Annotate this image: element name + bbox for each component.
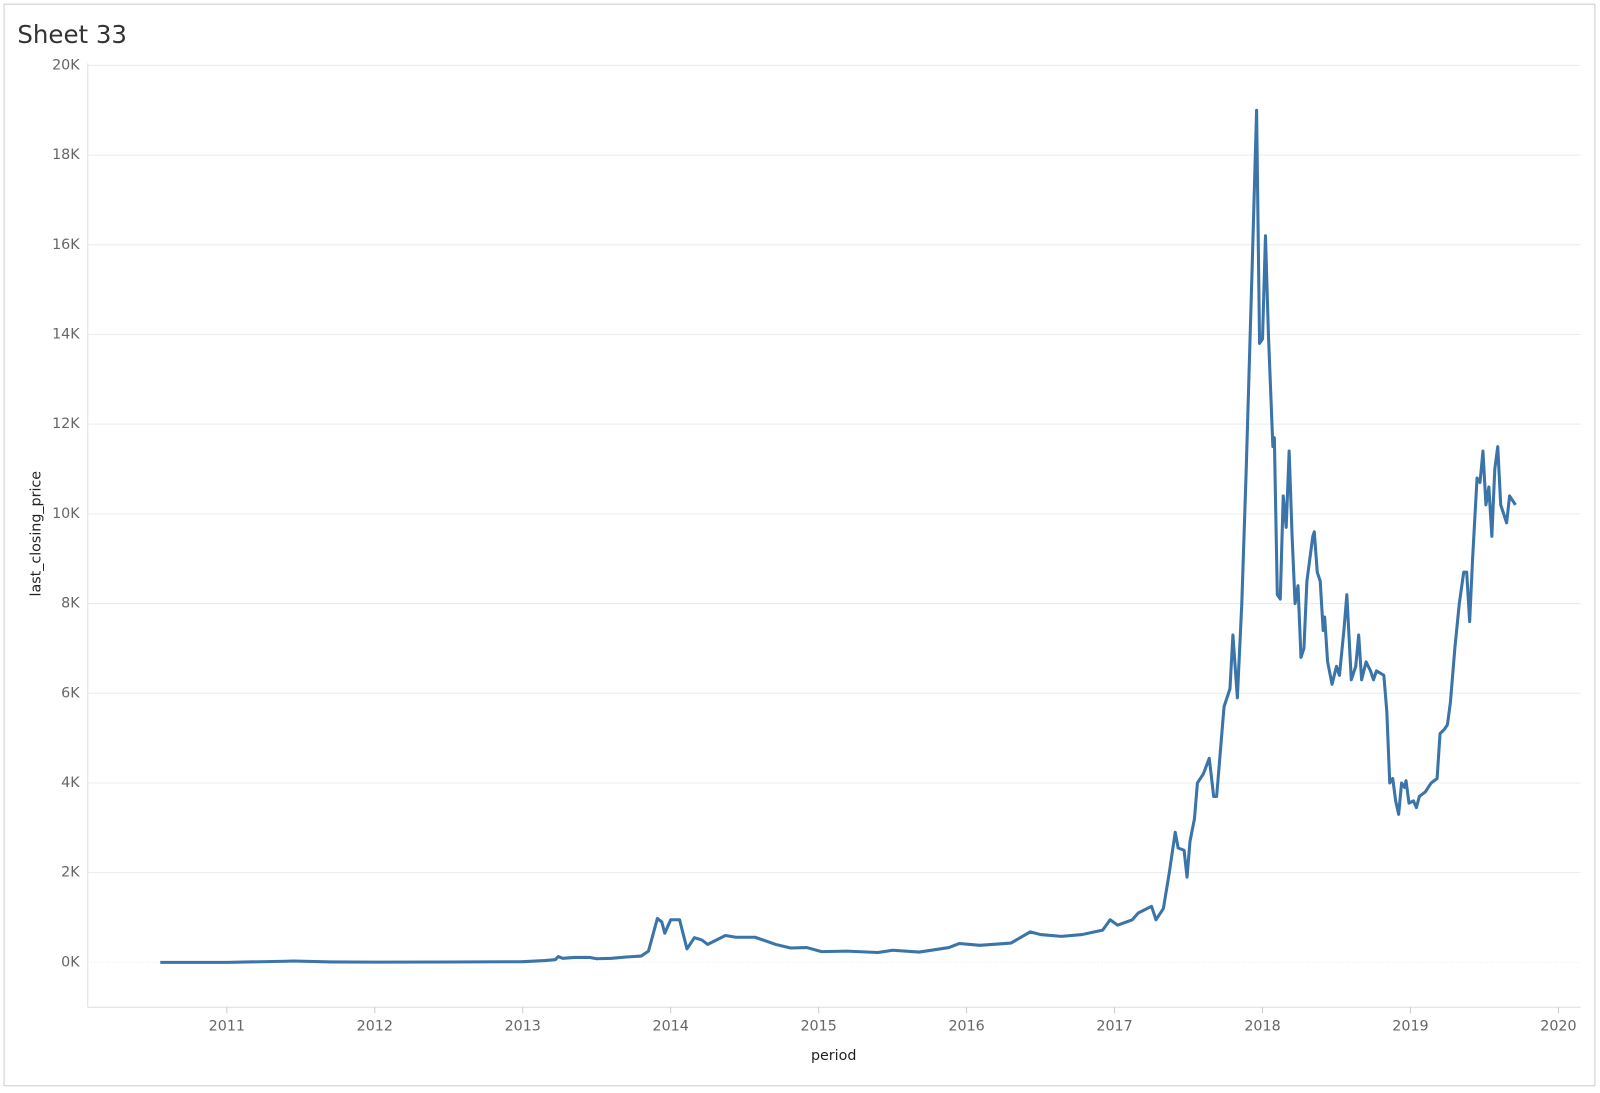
y-tick-label: 20K bbox=[52, 57, 80, 73]
y-tick-label: 2K bbox=[61, 865, 80, 881]
y-tick-label: 8K bbox=[61, 596, 80, 612]
x-tick-label: 2013 bbox=[505, 1019, 541, 1035]
y-tick-label: 0K bbox=[61, 954, 80, 970]
sheet-border bbox=[3, 3, 1596, 1087]
y-tick-label: 4K bbox=[61, 775, 80, 791]
y-axis-title: last_closing_price bbox=[29, 471, 45, 597]
y-tick-label: 14K bbox=[52, 326, 80, 342]
y-tick-label: 12K bbox=[52, 416, 80, 432]
x-tick-label: 2019 bbox=[1392, 1019, 1428, 1035]
price-line bbox=[160, 108, 1517, 964]
y-tick-label: 18K bbox=[52, 147, 80, 163]
x-tick-label: 2018 bbox=[1244, 1019, 1280, 1035]
y-tick-label: 16K bbox=[52, 237, 80, 253]
y-tick-label: 10K bbox=[52, 506, 80, 522]
x-tick-label: 2014 bbox=[653, 1019, 689, 1035]
x-tick-label: 2016 bbox=[948, 1019, 984, 1035]
chart-title: Sheet 33 bbox=[17, 20, 127, 49]
x-tick-label: 2012 bbox=[357, 1019, 393, 1035]
x-tick-label: 2011 bbox=[209, 1019, 245, 1035]
y-tick-label: 6K bbox=[61, 685, 80, 701]
x-axis-title: period bbox=[811, 1048, 856, 1064]
x-tick-label: 2020 bbox=[1540, 1019, 1576, 1035]
x-tick-label: 2015 bbox=[800, 1019, 836, 1035]
x-tick-label: 2017 bbox=[1096, 1019, 1132, 1035]
